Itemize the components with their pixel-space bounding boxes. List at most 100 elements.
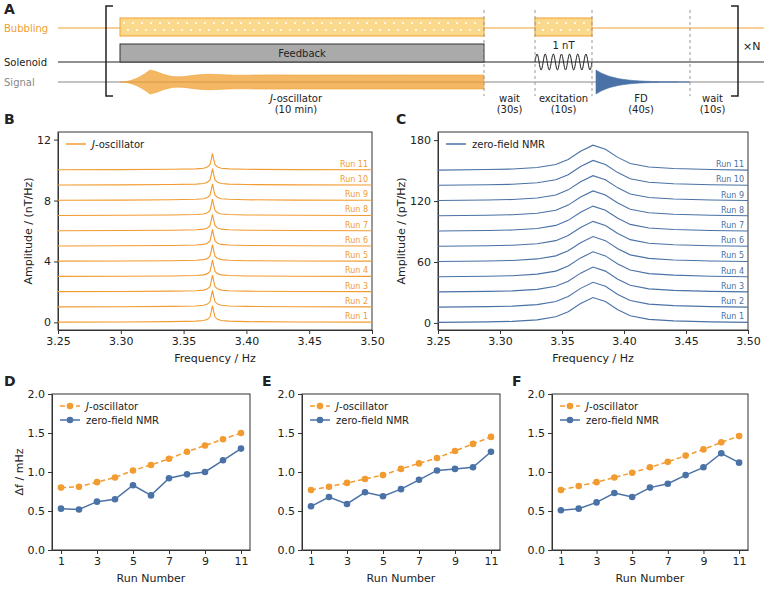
run-label: Run 9 <box>721 191 744 200</box>
tick: 2.0 <box>278 388 303 401</box>
bubble <box>583 22 585 24</box>
tick-mark <box>668 550 669 554</box>
bubble <box>478 29 480 31</box>
bubble <box>551 29 553 31</box>
series-line <box>438 252 748 277</box>
bubble <box>438 22 440 24</box>
bubble <box>141 22 143 24</box>
tick-label: 5 <box>380 555 387 568</box>
tick-mark <box>241 550 242 554</box>
series-line <box>58 184 372 200</box>
bubble <box>388 29 390 31</box>
legend-marker <box>67 417 74 424</box>
tick: 12 <box>37 134 58 147</box>
feedback-label: Feedback <box>278 48 326 59</box>
bubble <box>168 22 170 24</box>
bubble <box>415 29 417 31</box>
bubbling-block <box>120 18 484 36</box>
bubble <box>231 22 233 24</box>
bubble <box>123 22 125 24</box>
tick-label: 5 <box>629 555 636 568</box>
tick-mark <box>632 550 633 554</box>
bubble <box>366 22 368 24</box>
run-label: Run 7 <box>345 221 368 230</box>
data-point <box>575 483 582 490</box>
bubble <box>235 29 237 31</box>
tick-label: 1 <box>308 555 315 568</box>
tick: 1 <box>558 550 565 568</box>
bubble <box>393 22 395 24</box>
bubble <box>560 29 562 31</box>
phase-duration: (30s) <box>497 104 523 115</box>
data-point <box>700 446 707 453</box>
tick: 0.5 <box>528 505 553 518</box>
series-line <box>438 191 748 216</box>
data-point <box>398 466 405 473</box>
bubble <box>547 22 549 24</box>
tick-mark <box>500 330 501 334</box>
data-point <box>434 467 441 474</box>
tick: 9 <box>452 550 459 568</box>
tick-label: 60 <box>417 256 431 269</box>
x-axis-line <box>303 550 501 551</box>
bubble <box>154 29 156 31</box>
bubble <box>249 22 251 24</box>
bubble <box>402 22 404 24</box>
bubble <box>127 29 129 31</box>
bubble <box>460 29 462 31</box>
data-point <box>558 507 565 514</box>
tick-label: 0 <box>424 317 431 330</box>
bubble <box>474 22 476 24</box>
bubble <box>334 29 336 31</box>
y-axis: 060120180 <box>410 133 439 331</box>
series-line <box>438 160 748 185</box>
bubble <box>240 22 242 24</box>
phase-duration: (40s) <box>628 104 654 115</box>
data-point <box>58 505 65 512</box>
data-point <box>611 490 618 497</box>
tick-mark <box>686 330 687 334</box>
bubble <box>343 29 345 31</box>
panel-letter: D <box>4 373 16 389</box>
phase-divider <box>535 10 536 96</box>
x-axis-title: Frequency / Hz <box>552 352 634 365</box>
tick: 11 <box>235 550 249 568</box>
plot-area <box>308 434 495 510</box>
tick-mark <box>311 550 312 554</box>
bubble <box>465 22 467 24</box>
tick: 8 <box>44 195 58 208</box>
tick-mark <box>548 511 552 512</box>
data-point <box>416 477 423 484</box>
tick-mark <box>309 330 310 334</box>
run-label: Run 2 <box>345 297 368 306</box>
tick: 2.0 <box>28 388 53 401</box>
data-point <box>593 479 600 486</box>
tick-mark <box>372 330 373 334</box>
tick-mark <box>561 550 562 554</box>
plot-area <box>438 145 748 322</box>
x-axis-title: Frequency / Hz <box>174 352 256 365</box>
tick-label: 5 <box>130 555 137 568</box>
tick: 0.0 <box>28 544 53 557</box>
tick: 7 <box>665 550 672 568</box>
data-point <box>112 496 119 503</box>
legend-marker <box>567 417 574 424</box>
data-point <box>488 434 495 441</box>
data-point <box>362 489 369 496</box>
bubble <box>397 29 399 31</box>
data-point <box>665 459 672 466</box>
bubble <box>330 22 332 24</box>
series-line <box>438 221 748 246</box>
tick-label: 3 <box>94 555 101 568</box>
tick-label: 3 <box>344 555 351 568</box>
tick-label: 1.0 <box>28 466 46 479</box>
series-line <box>58 153 372 169</box>
series-line <box>61 433 241 488</box>
tick-mark <box>434 323 438 324</box>
bubble <box>339 22 341 24</box>
tick-label: 120 <box>410 195 431 208</box>
data-point <box>130 482 137 489</box>
data-point <box>434 455 441 462</box>
bubble <box>542 29 544 31</box>
tick: 4 <box>44 255 58 268</box>
